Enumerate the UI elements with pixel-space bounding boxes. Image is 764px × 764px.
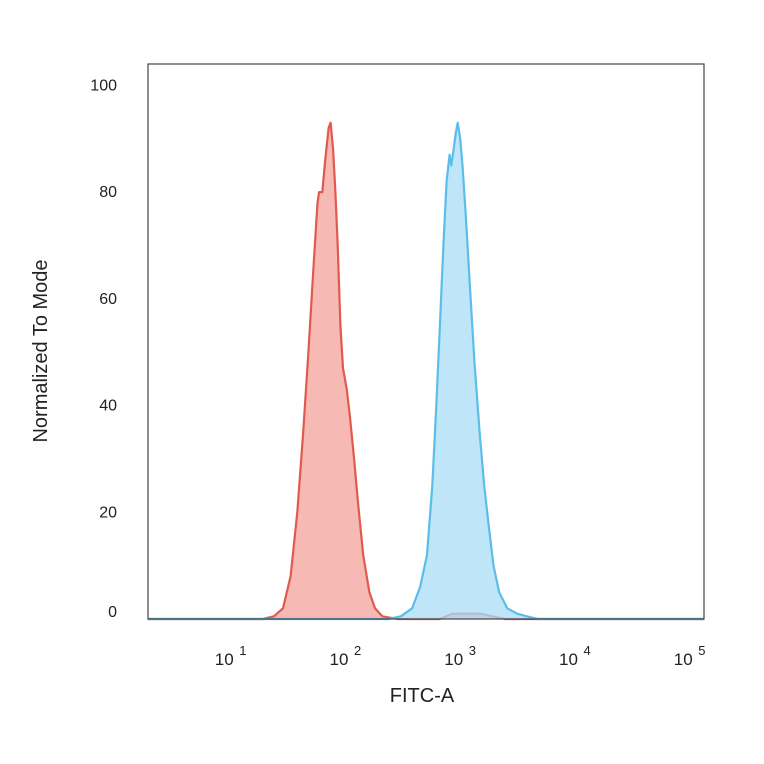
x-axis-ticks: 10 1 10 2 10 3 10 4 10 5 — [215, 643, 706, 669]
x-tick-label-100: 10 — [330, 650, 349, 669]
x-tick-label-10000: 10 — [559, 650, 578, 669]
series-1-area — [148, 122, 704, 619]
x-tick-exponent-100000: 5 — [698, 643, 705, 658]
series-2-outline — [148, 121, 704, 621]
y-tick-label-20: 20 — [99, 504, 117, 521]
y-axis-ticks: 0 20 40 60 80 100 — [90, 77, 117, 621]
x-tick-label-100000: 10 — [674, 650, 693, 669]
y-tick-label-40: 40 — [99, 398, 117, 415]
x-tick-label-1000: 10 — [444, 650, 463, 669]
x-axis-title: FITC-A — [390, 685, 455, 707]
x-tick-exponent-100: 2 — [354, 643, 361, 658]
y-tick-label-100: 100 — [90, 77, 117, 94]
y-axis-title: Normalized To Mode — [30, 259, 52, 442]
plot-frame — [147, 63, 705, 620]
series-2-area — [148, 122, 704, 619]
x-tick-exponent-1000: 3 — [469, 643, 476, 658]
y-tick-label-60: 60 — [99, 291, 117, 308]
x-tick-exponent-10000: 4 — [584, 643, 591, 658]
x-tick-exponent-10: 1 — [239, 643, 246, 658]
y-tick-label-80: 80 — [99, 184, 117, 201]
series-layer — [148, 121, 704, 621]
x-tick-label-10: 10 — [215, 650, 234, 669]
series-1-outline — [148, 121, 704, 621]
y-tick-label-0: 0 — [108, 604, 117, 621]
